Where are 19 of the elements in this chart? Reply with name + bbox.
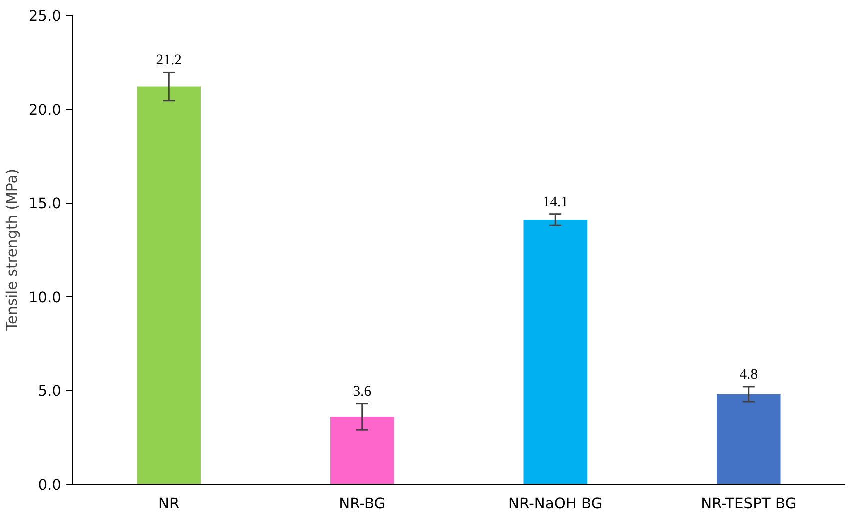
data-label: 4.8 <box>740 366 758 383</box>
y-tick-label: 15.0 <box>28 196 62 213</box>
y-tick-label: 25.0 <box>28 8 62 25</box>
data-label: 14.1 <box>542 194 568 210</box>
data-label: 3.6 <box>353 384 372 400</box>
y-tick-label: 20.0 <box>28 102 62 119</box>
y-tick-label: 5.0 <box>38 383 62 400</box>
bar <box>137 86 202 484</box>
x-tick-label: NR-TESPT BG <box>701 496 797 512</box>
data-label: 21.2 <box>156 52 182 69</box>
bar <box>524 220 588 484</box>
y-tick-label: 0.0 <box>38 477 62 494</box>
bar <box>716 394 781 484</box>
bar <box>330 416 394 484</box>
y-tick-label: 10.0 <box>28 289 62 306</box>
x-tick-label: NR-BG <box>339 496 386 512</box>
x-tick-label: NR <box>158 496 180 512</box>
y-axis-title: Tensile strength (MPa) <box>4 169 21 332</box>
x-tick-label: NR-NaOH BG <box>508 496 603 512</box>
